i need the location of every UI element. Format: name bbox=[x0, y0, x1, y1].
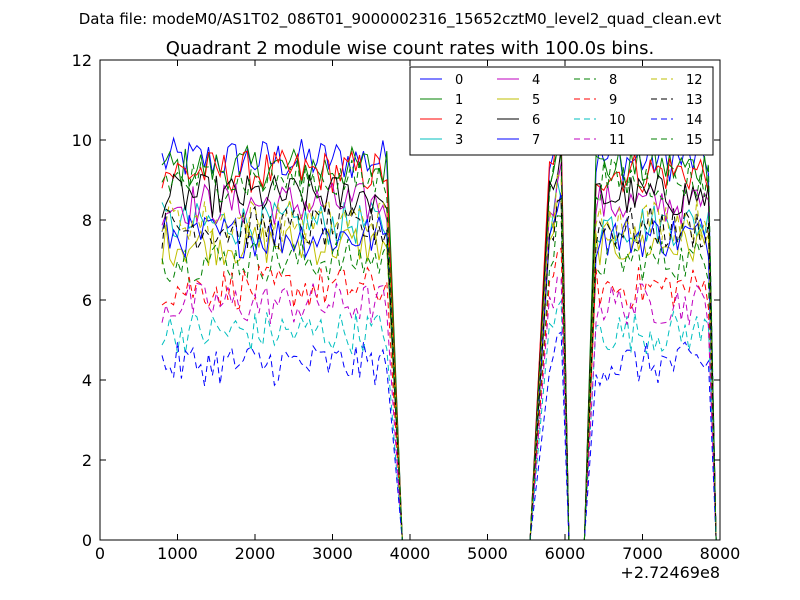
series-line-10 bbox=[161, 299, 717, 541]
series-line-6 bbox=[161, 148, 717, 541]
x-tick-label: 1000 bbox=[157, 544, 198, 563]
legend-label-9: 9 bbox=[609, 93, 617, 108]
x-tick-label: 8000 bbox=[700, 544, 741, 563]
y-tick-label: 0 bbox=[82, 531, 92, 550]
series-line-2 bbox=[161, 127, 717, 541]
legend-label-4: 4 bbox=[532, 73, 540, 88]
series-line-8 bbox=[161, 215, 717, 541]
legend-label-15: 15 bbox=[686, 133, 703, 148]
x-tick-label: 0 bbox=[95, 544, 105, 563]
x-tick-label: 4000 bbox=[390, 544, 431, 563]
x-tick-label: 7000 bbox=[622, 544, 663, 563]
y-tick-label: 8 bbox=[82, 211, 92, 230]
series-line-12 bbox=[161, 174, 717, 541]
x-tick-label: 2000 bbox=[235, 544, 276, 563]
series-line-5 bbox=[161, 199, 717, 541]
y-tick-label: 2 bbox=[82, 451, 92, 470]
series-line-7 bbox=[161, 192, 717, 541]
series-line-13 bbox=[161, 197, 717, 541]
legend-label-10: 10 bbox=[609, 113, 626, 128]
legend-label-0: 0 bbox=[455, 73, 463, 88]
legend-label-8: 8 bbox=[609, 73, 617, 88]
legend-label-2: 2 bbox=[455, 113, 463, 128]
series-line-14 bbox=[161, 331, 717, 541]
legend-label-13: 13 bbox=[686, 93, 703, 108]
x-tick-label: 5000 bbox=[467, 544, 508, 563]
x-tick-label: 3000 bbox=[312, 544, 353, 563]
legend-label-11: 11 bbox=[609, 133, 626, 148]
legend-label-5: 5 bbox=[532, 93, 540, 108]
chart-title: Quadrant 2 module wise count rates with … bbox=[166, 38, 655, 59]
legend-box bbox=[409, 66, 714, 156]
series-line-9 bbox=[161, 246, 717, 541]
y-tick-label: 10 bbox=[72, 131, 92, 150]
x-axis: 0 1000 2000 3000 4000 5000 6000 7000 8000 bbox=[95, 60, 740, 563]
legend-label-3: 3 bbox=[455, 133, 463, 148]
series-line-15 bbox=[161, 148, 717, 541]
legend-label-1: 1 bbox=[455, 93, 463, 108]
y-tick-label: 6 bbox=[82, 291, 92, 310]
legend-label-6: 6 bbox=[532, 113, 540, 128]
chart-suptitle: Data file: modeM0/AS1T02_086T01_90000023… bbox=[79, 10, 722, 29]
series-line-11 bbox=[161, 276, 717, 541]
legend-label-12: 12 bbox=[686, 73, 703, 88]
series-layer bbox=[161, 127, 717, 541]
y-tick-label: 12 bbox=[72, 51, 92, 70]
x-tick-label: 6000 bbox=[545, 544, 586, 563]
x-offset-label: +2.72469e8 bbox=[620, 563, 720, 582]
legend-label-14: 14 bbox=[686, 113, 703, 128]
y-tick-label: 4 bbox=[82, 371, 92, 390]
legend-label-7: 7 bbox=[532, 133, 540, 148]
